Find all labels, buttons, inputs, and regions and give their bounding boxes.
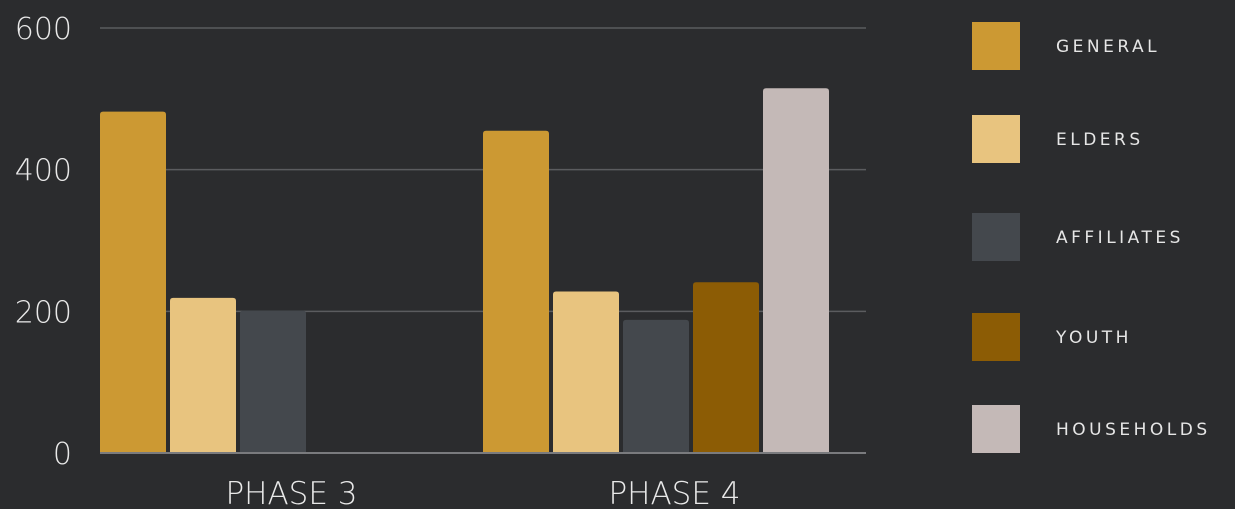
y-tick-label: 600 [15,12,72,47]
y-tick-label: 0 [53,437,72,472]
x-axis-categories: PHASE 3 PHASE 4 [225,476,740,509]
bar-elders-phase-3 [170,297,236,453]
legend-swatch-elders [972,115,1020,163]
bar-elders-phase-4 [553,291,619,453]
x-category-label: PHASE 4 [608,476,740,509]
y-axis-ticks: 0 200 400 600 [15,12,72,472]
bar-general-phase-3 [100,111,166,453]
bar-affiliates-phase-3 [240,310,306,453]
legend-label-affiliates: AFFILIATES [1056,228,1184,248]
bar-youth-phase-4 [693,282,759,453]
bars [100,88,829,454]
legend-label-general: GENERAL [1056,37,1160,57]
legend-label-households: HOUSEHOLDS [1056,420,1211,440]
bar-general-phase-4 [483,130,549,454]
legend-swatch-youth [972,313,1020,361]
y-tick-label: 200 [15,295,72,330]
bar-affiliates-phase-4 [623,319,689,453]
legend-label-elders: ELDERS [1056,130,1144,150]
x-category-label: PHASE 3 [225,476,357,509]
legend-swatch-affiliates [972,213,1020,261]
legend-swatch-households [972,405,1020,453]
legend-swatch-general [972,22,1020,70]
y-tick-label: 400 [15,154,72,189]
legend-label-youth: YOUTH [1055,328,1132,348]
bar-households-phase-4 [763,88,829,453]
legend: GENERAL ELDERS AFFILIATES YOUTH HOUSEHOLDS [972,22,1211,453]
